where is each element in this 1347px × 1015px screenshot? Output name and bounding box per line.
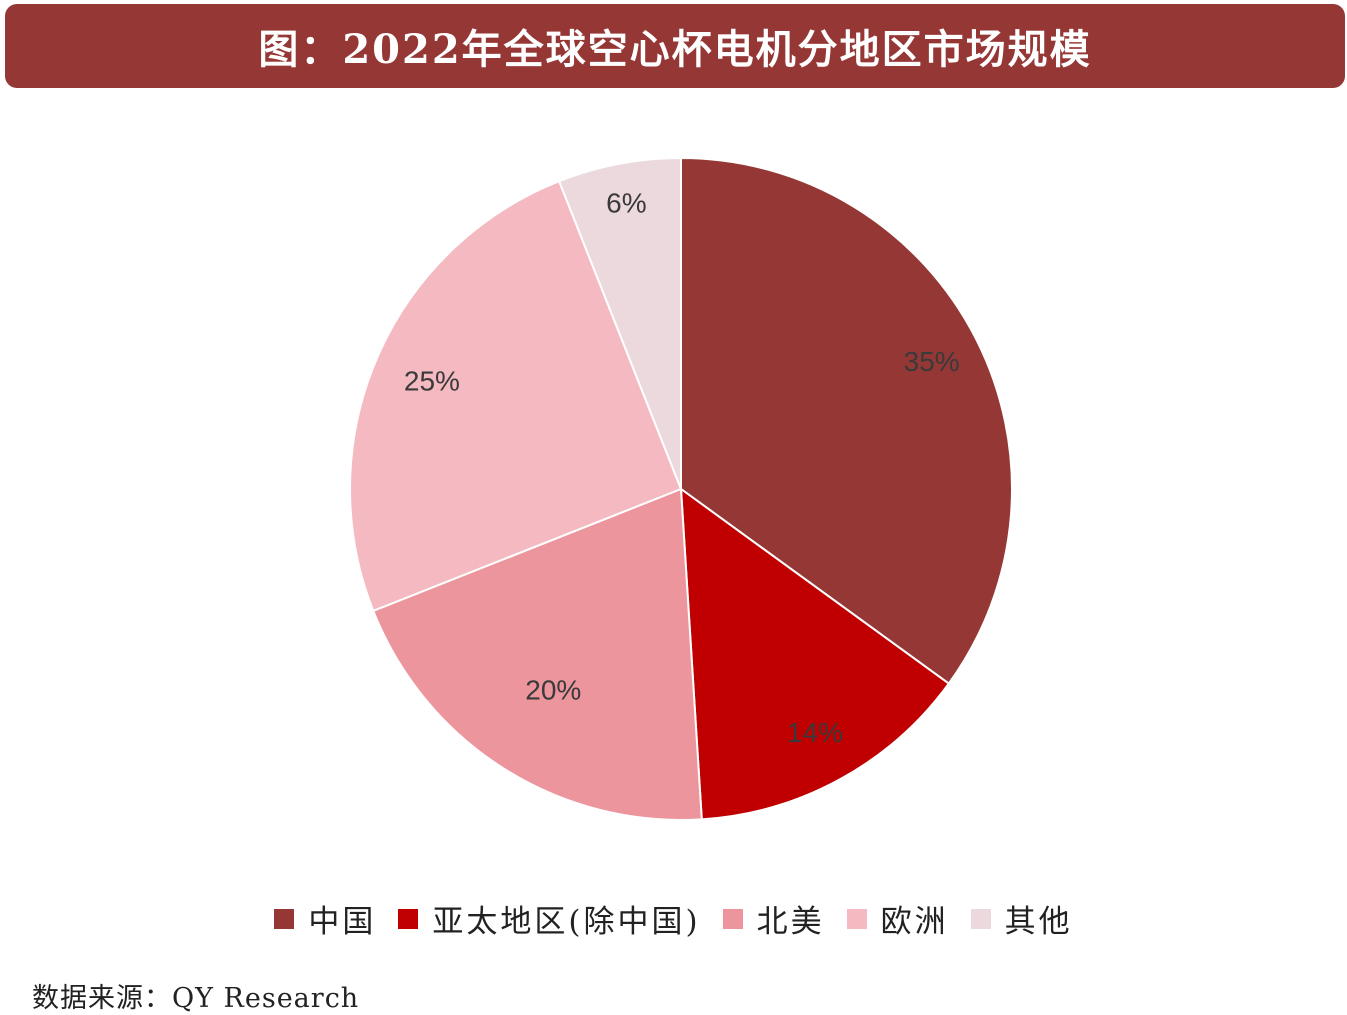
- legend-item-other: 其他: [970, 896, 1073, 941]
- legend-label-north-america: 北美: [756, 904, 825, 940]
- pie-slice-europe: [349, 179, 683, 613]
- legend-label-china: 中国: [308, 904, 377, 940]
- slice-label-china: 35%: [904, 346, 960, 377]
- pie-slice-north-america: [371, 487, 703, 821]
- slice-label-europe: 25%: [404, 366, 460, 397]
- legend-swatch-europe: [846, 908, 867, 929]
- legend-swatch-china: [274, 908, 295, 929]
- legend-item-china: 中国: [274, 896, 376, 941]
- legend-item-europe: 欧洲: [846, 896, 949, 941]
- slice-label-other: 6%: [606, 187, 646, 218]
- legend-swatch-north-america: [722, 908, 743, 929]
- pie-slice-china: [680, 156, 1014, 685]
- legend-item-apac: 亚太地区(除中国): [398, 896, 700, 941]
- slice-label-north-america: 20%: [525, 675, 581, 706]
- chart-title: 图：2022年全球空心杯电机分地区市场规模: [258, 26, 1092, 73]
- pie-slice-apac: [679, 486, 951, 821]
- legend-label-europe: 欧洲: [880, 904, 949, 940]
- pie-slice-other: [557, 156, 682, 490]
- slice-label-apac: 14%: [787, 717, 843, 748]
- pie-chart: 35% 14% 20% 25% 6%: [349, 156, 1014, 821]
- legend-label-other: 其他: [1004, 904, 1073, 940]
- legend-swatch-apac: [398, 908, 419, 929]
- legend-swatch-other: [970, 908, 991, 929]
- legend-label-apac: 亚太地区(除中国): [432, 904, 701, 940]
- legend: 中国 亚太地区(除中国) 北美 欧洲 其他: [0, 896, 1347, 941]
- legend-item-north-america: 北美: [722, 896, 825, 941]
- title-bar: 图：2022年全球空心杯电机分地区市场规模: [5, 4, 1345, 88]
- data-source: 数据来源：QY Research: [32, 983, 360, 1014]
